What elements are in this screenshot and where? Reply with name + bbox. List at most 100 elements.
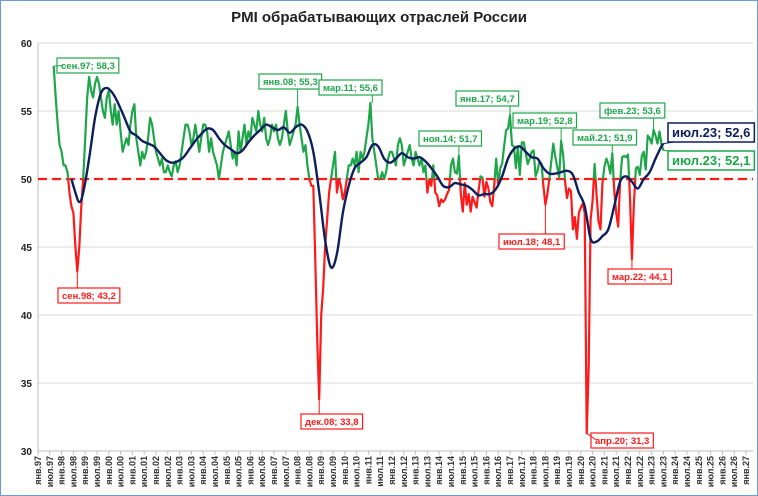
x-tick-label: июл.98 [68,456,78,487]
data-label-2023-02-green: фев.23; 53,6 [599,102,666,131]
x-tick-label: июл.02 [163,456,173,487]
x-tick-label: янв.14 [434,456,444,485]
y-tick-label: 55 [21,107,33,118]
y-tick-label: 60 [21,39,33,50]
x-tick-label: янв.98 [57,456,67,485]
data-label-text: янв.17; 54,7 [460,94,515,105]
chart-title: PMI обрабатывающих отраслей России [231,9,527,26]
x-tick-label: июл.16 [493,456,503,487]
x-tick-label: июл.09 [328,456,338,487]
data-label-2019-03-green: мар.19; 52,8 [512,112,578,141]
x-tick-label: янв.06 [245,456,255,485]
data-label-box [57,287,121,304]
x-tick-label: июл.04 [210,456,220,487]
x-tick-label: июл.97 [45,456,55,487]
data-label-text: фев.23; 53,6 [604,106,661,117]
data-label-1998-09-red: сен.98; 43,2 [57,271,121,304]
x-tick-label: июл.10 [352,456,362,487]
data-label-text: сен.98; 43,2 [62,291,116,302]
x-tick-label: янв.16 [481,456,491,485]
data-label-box [667,122,756,143]
x-tick-label: янв.24 [670,456,680,485]
data-label-leader [53,65,64,67]
data-label-2021-05-green: май.21; 51,9 [572,129,638,154]
x-tick-label: июл.05 [234,456,244,487]
x-tick-label: янв.05 [222,456,232,485]
data-label-text: янв.08; 55,3 [263,77,318,88]
data-label-text: мар.19; 52,8 [517,116,573,127]
data-label-box [318,79,383,96]
data-label-2022-03-red: мар.22; 44,1 [607,259,673,285]
data-label-box [512,112,578,129]
data-label-2023-07-navy: июл.23; 52,6 [663,122,756,145]
x-tick-label: июл.14 [446,456,456,487]
x-tick-label: янв.25 [694,456,704,485]
x-tick-label: янв.18 [529,456,539,485]
data-label-2011-03-green: мар.11; 55,6 [318,79,383,103]
data-label-text: сен.97; 58,3 [61,61,115,72]
x-tick-label: янв.21 [599,456,609,485]
x-tick-label: янв.13 [411,456,421,485]
data-label-text: июл.23; 52,1 [672,153,750,168]
data-label-box [667,150,756,171]
x-tick-label: июл.23 [658,456,668,487]
y-tick-label: 35 [21,379,33,390]
y-tick-label: 30 [21,447,33,458]
x-tick-label: янв.17 [505,456,515,485]
data-label-box [498,233,565,250]
x-tick-label: июл.25 [706,456,716,487]
y-tick-label: 40 [21,311,33,322]
x-tick-label: янв.12 [387,456,397,485]
x-tick-label: июл.03 [186,456,196,487]
data-label-text: мар.11; 55,6 [323,83,378,94]
y-tick-label: 45 [21,243,33,254]
data-label-text: июл.18; 48,1 [503,237,561,248]
x-tick-label: янв.23 [647,456,657,485]
data-label-box [455,90,520,107]
x-tick-label: янв.22 [623,456,633,485]
x-tick-label: янв.04 [198,456,208,485]
data-label-box [300,413,364,430]
x-tick-label: янв.11 [363,456,373,484]
x-tick-label: июл.13 [422,456,432,487]
x-tick-label: июл.17 [517,456,527,487]
x-tick-label: июл.08 [304,456,314,487]
data-label-box [572,129,638,146]
average-line [70,86,665,270]
data-label-box [599,102,666,119]
data-label-1997-09-green: сен.97; 58,3 [53,57,120,74]
data-label-text: май.21; 51,9 [577,133,633,144]
y-tick-label: 50 [21,175,33,186]
x-tick-label: янв.03 [175,456,185,485]
data-label-leader [663,141,675,145]
x-tick-label: янв.27 [741,456,751,485]
x-tick-label: янв.26 [717,456,727,485]
x-tick-label: янв.15 [458,456,468,485]
data-label-2008-01-green: янв.08; 55,3 [258,73,323,107]
data-label-leader [586,432,598,441]
data-label-leader [663,149,675,152]
x-tick-label: июл.18 [540,456,550,487]
data-label-box [418,130,483,147]
x-tick-label: янв.09 [316,456,326,485]
data-label-box [607,268,673,285]
x-tick-label: июл.99 [92,456,102,487]
x-tick-label: янв.99 [80,456,90,485]
x-tick-label: янв.10 [340,456,350,485]
x-tick-label: янв.19 [552,456,562,485]
x-tick-label: июл.15 [470,456,480,487]
x-tick-label: янв.20 [576,456,586,485]
x-tick-label: июл.20 [588,456,598,487]
data-label-2017-01-green: янв.17; 54,7 [455,90,520,116]
x-tick-label: июл.21 [611,456,621,487]
data-label-text: апр.20; 31,3 [595,436,649,447]
data-label-2023-07-green: июл.23; 52,1 [663,149,756,171]
x-tick-label: июл.00 [116,456,126,487]
x-tick-label: июл.11 [375,456,385,487]
data-label-2008-12-red: дек.08; 33,8 [300,399,364,430]
x-tick-label: июл.19 [564,456,574,487]
x-tick-label: июл.06 [257,456,267,487]
data-label-box [590,432,654,449]
